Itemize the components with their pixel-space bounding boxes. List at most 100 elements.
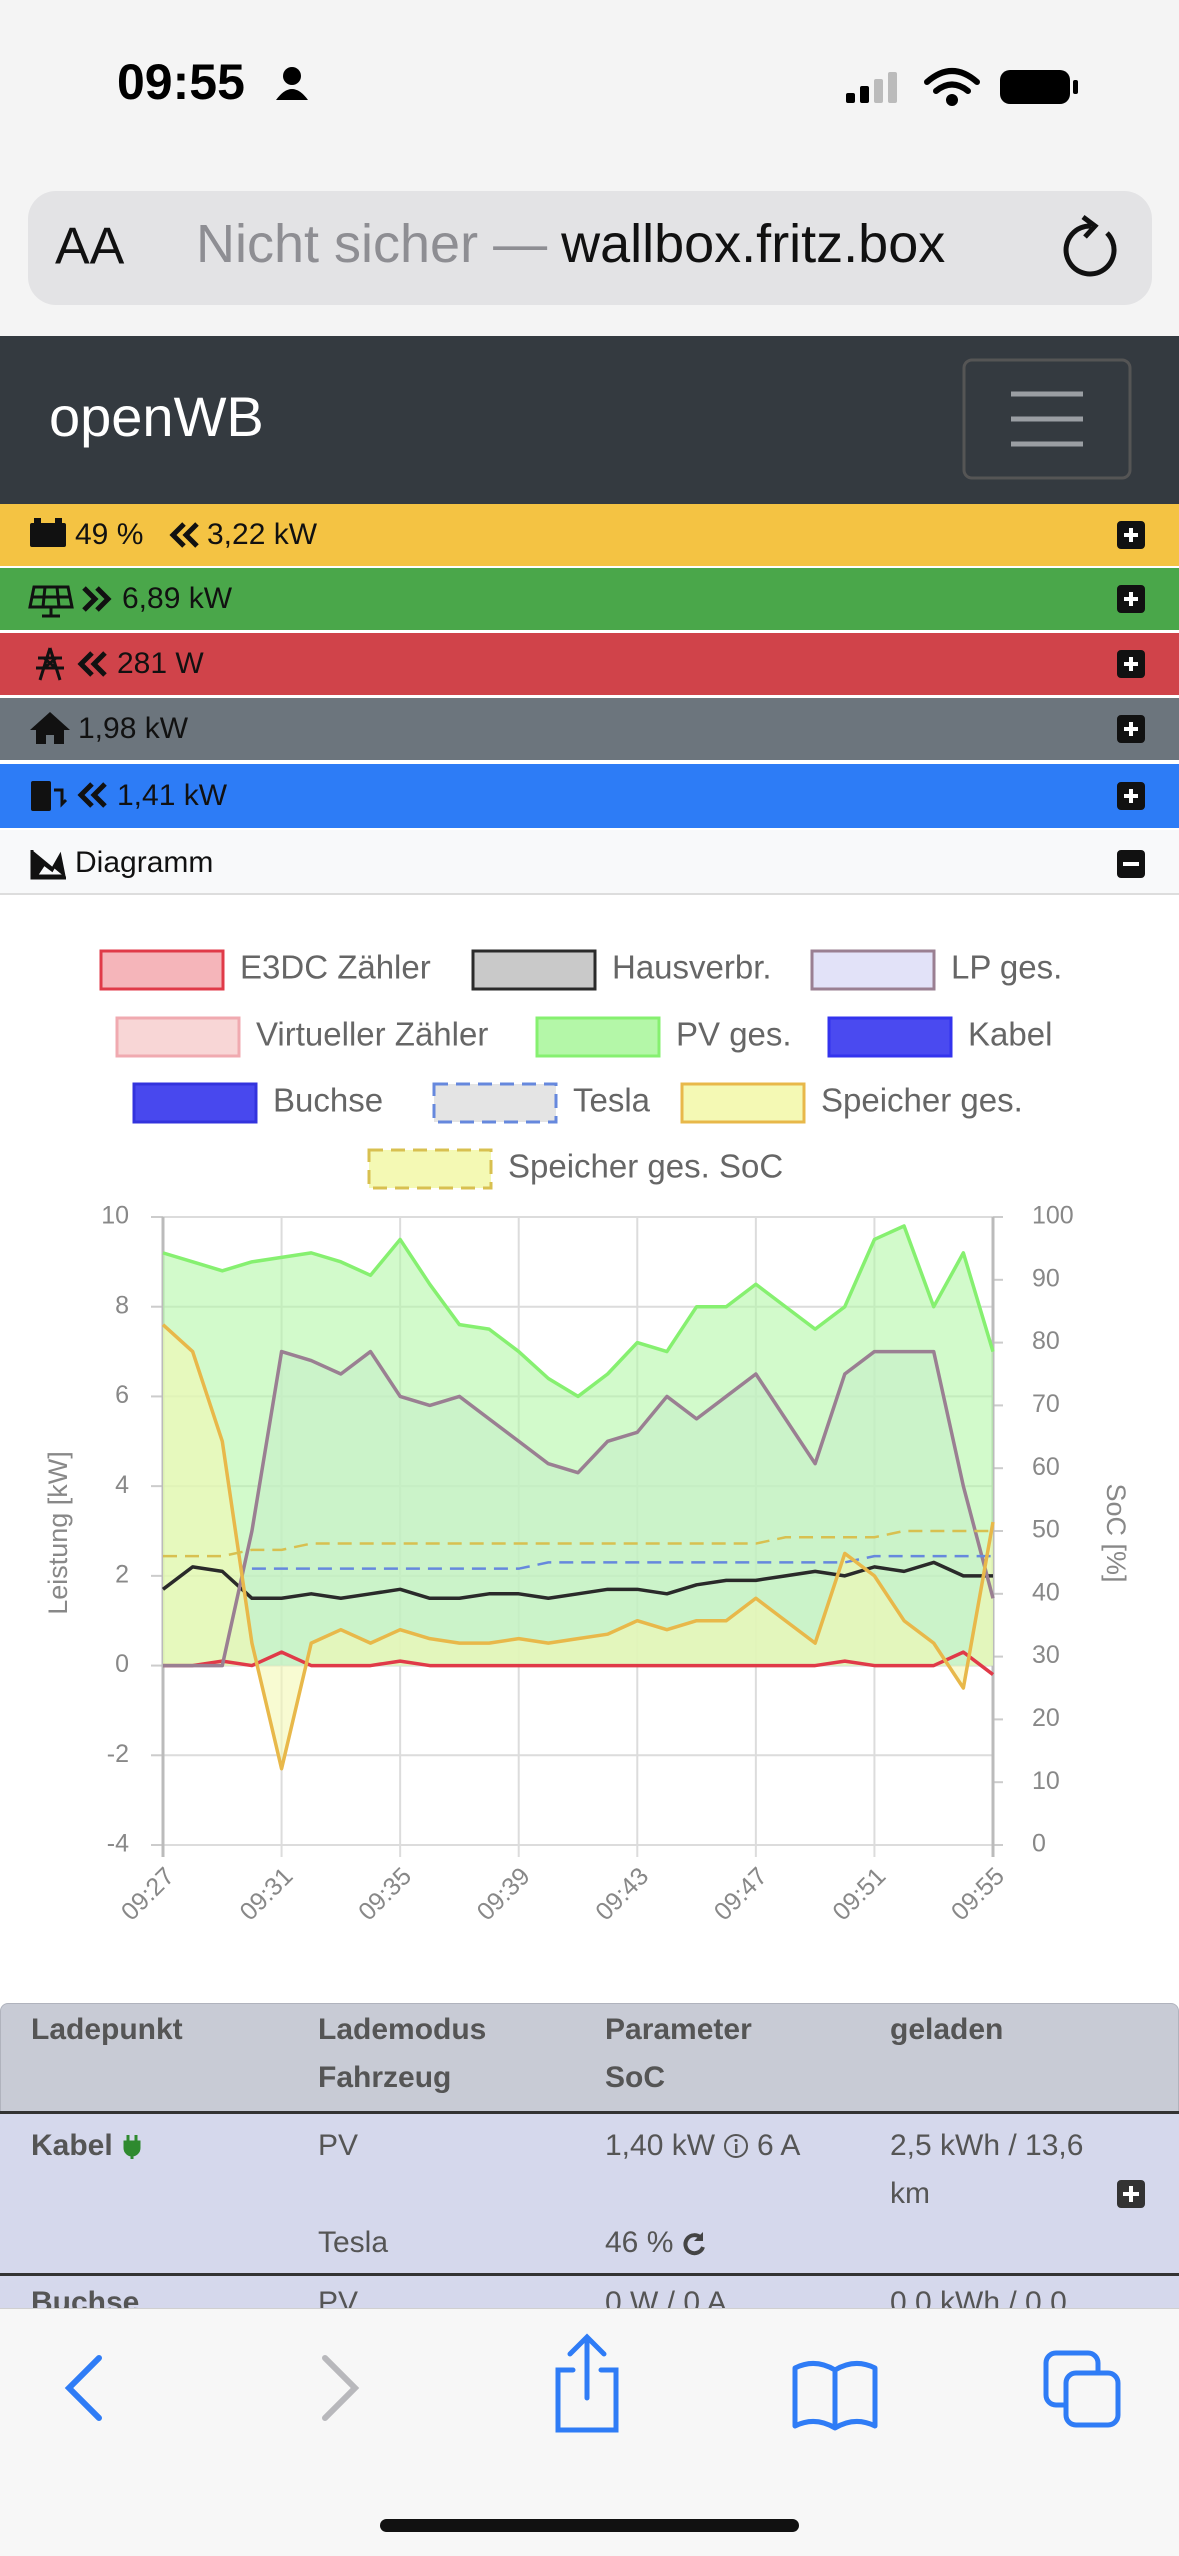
loadpoint-name: Kabel — [31, 2122, 141, 2170]
url-bar[interactable]: AA Nicht sicher — wallbox.fritz.box — [28, 191, 1152, 305]
chevron-icon — [169, 522, 199, 548]
y-tick-label: 10 — [101, 1202, 129, 1230]
x-tick-label: 09:51 — [827, 1862, 891, 1926]
charge-row[interactable] — [0, 764, 1179, 828]
expand-button[interactable] — [1117, 585, 1145, 613]
legend-label: PV ges. — [676, 1016, 792, 1053]
expand-button[interactable] — [1117, 782, 1145, 810]
legend-label: Hausverbr. — [612, 949, 772, 986]
share-button[interactable] — [555, 2333, 619, 2433]
clock: 09:55 — [117, 54, 245, 110]
header-line: SoC — [605, 2061, 665, 2094]
grid-power: 281 W — [117, 647, 204, 680]
x-tick-label: 09:47 — [709, 1862, 773, 1926]
charger-icon — [31, 781, 68, 811]
chevron-icon — [77, 782, 107, 808]
y2-axis-title: SoC [%] — [1101, 1483, 1131, 1582]
y2-tick-label: 80 — [1032, 1327, 1060, 1355]
navbar — [0, 336, 1179, 504]
header-cell: Lademodus Fahrzeug — [318, 2006, 486, 2102]
loadpoint-name-text: Kabel — [31, 2129, 113, 2162]
series-line — [163, 1529, 993, 1558]
url-text: Nicht sicher — wallbox.fritz.box — [196, 214, 945, 274]
y-tick-label: 2 — [115, 1560, 129, 1588]
legend-label: E3DC Zähler — [240, 949, 431, 986]
x-tick-label: 09:31 — [234, 1862, 298, 1926]
series-line — [251, 1554, 993, 1570]
y-tick-label: 8 — [115, 1291, 129, 1319]
plus-sign — [1124, 528, 1138, 542]
back-button[interactable] — [64, 2355, 102, 2421]
y2-tick-label: 60 — [1032, 1453, 1060, 1481]
y2-tick-label: 90 — [1032, 1264, 1060, 1292]
pv-power: 6,89 kW — [122, 582, 233, 615]
battery-icon — [30, 518, 66, 547]
legend-swatch — [432, 1082, 558, 1124]
text-size-button[interactable]: AA — [55, 218, 125, 276]
plus-sign — [1124, 722, 1138, 736]
series-line — [161, 1560, 993, 1601]
diagram-title: Diagramm — [75, 846, 213, 879]
series-area — [163, 1324, 993, 1769]
y-tick-label: -2 — [107, 1740, 129, 1768]
soc-text: 46 % — [605, 2226, 674, 2259]
expand-button[interactable] — [1117, 650, 1145, 678]
plug-icon — [123, 2135, 141, 2159]
mode: PV — [318, 2129, 359, 2162]
diagram-header[interactable] — [0, 830, 1179, 894]
grid-row[interactable] — [0, 633, 1179, 695]
legend-swatch — [827, 1016, 953, 1058]
legend-swatch — [535, 1016, 661, 1058]
x-tick-label: 09:39 — [472, 1862, 536, 1926]
main-view: 09:55 AA Nicht sicher — wallbox.fritz.box… — [0, 0, 1179, 1926]
header-cell: Parameter SoC — [605, 2006, 752, 2102]
legend-swatch — [99, 949, 225, 991]
forward-button[interactable] — [322, 2355, 360, 2421]
house-icon — [30, 712, 70, 744]
y-tick-label: 6 — [115, 1381, 129, 1409]
reload-button[interactable] — [1063, 215, 1117, 277]
expand-button[interactable] — [1117, 521, 1145, 549]
solar-icon — [28, 585, 74, 618]
collapse-button[interactable] — [1117, 850, 1145, 878]
plus-sign — [1124, 592, 1138, 606]
series-line — [162, 1224, 995, 1399]
legend-swatch — [115, 1016, 241, 1058]
y2-tick-label: 20 — [1032, 1704, 1060, 1732]
person-icon — [276, 67, 308, 100]
legend-label: Virtueller Zähler — [256, 1016, 488, 1053]
y-tick-label: 0 — [115, 1650, 129, 1678]
loadpoint-table: Ladepunkt Lademodus Fahrzeug Parameter SoC… — [0, 2003, 1179, 2336]
y2-tick-label: 70 — [1032, 1390, 1060, 1418]
house-row[interactable] — [0, 698, 1179, 760]
chart-icon — [30, 850, 66, 880]
battery-row[interactable] — [0, 504, 1179, 566]
tabs-button[interactable] — [1043, 2350, 1121, 2428]
legend-label: Speicher ges. — [821, 1082, 1023, 1119]
y2-tick-label: 30 — [1032, 1641, 1060, 1669]
refresh-icon[interactable] — [681, 2230, 707, 2256]
menu-button[interactable] — [962, 358, 1132, 480]
header-cell: geladen — [890, 2013, 1004, 2046]
legend-label: Kabel — [968, 1016, 1052, 1053]
pv-row[interactable] — [0, 568, 1179, 630]
soc: 46 % — [605, 2219, 707, 2267]
power: 1,40 kW — [605, 2129, 716, 2162]
battery-icon — [1000, 70, 1078, 104]
x-tick-label: 09:27 — [116, 1862, 180, 1926]
expand-button[interactable] — [1117, 2180, 1145, 2208]
legend-swatch — [367, 1148, 493, 1190]
chevron-icon — [82, 586, 112, 612]
home-indicator — [380, 2519, 799, 2532]
info-icon — [724, 2134, 749, 2158]
browser-toolbar — [0, 2308, 1179, 2556]
bookmarks-button[interactable] — [792, 2361, 878, 2431]
expand-button[interactable] — [1117, 715, 1145, 743]
parameter: 1,40 kW 6 A — [605, 2122, 800, 2170]
y2-tick-label: 40 — [1032, 1578, 1060, 1606]
current: 6 A — [757, 2129, 801, 2162]
y2-tick-label: 0 — [1032, 1830, 1046, 1858]
legend-label: Speicher ges. SoC — [508, 1148, 783, 1185]
vehicle: Tesla — [318, 2226, 389, 2259]
